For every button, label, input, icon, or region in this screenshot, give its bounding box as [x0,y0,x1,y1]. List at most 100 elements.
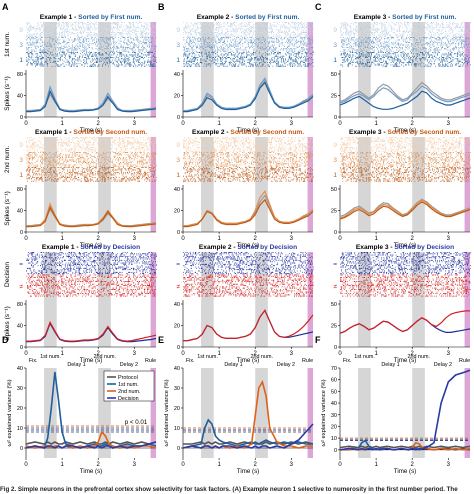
spike [231,33,232,35]
spike [301,40,303,42]
spike [305,37,307,38]
spike [194,57,195,58]
spike [269,32,270,33]
spike [291,62,293,63]
spike [287,33,289,35]
spike [73,65,75,67]
spike [221,25,222,27]
spike [184,48,185,50]
spike [275,48,276,50]
spike [304,32,305,33]
spike [275,65,277,67]
spike [263,44,265,46]
spike [283,55,285,57]
spike [255,24,257,26]
spike [40,58,41,60]
spike [282,27,283,28]
spike [51,47,53,48]
spike [259,37,261,38]
spike [58,44,59,46]
spike [190,45,192,47]
spike [227,54,229,56]
spike [118,63,119,65]
spike [231,23,232,25]
spike [226,60,227,62]
spike [71,52,73,53]
spike [245,38,246,40]
spike [204,53,205,55]
spike [306,33,308,35]
spike [78,29,80,31]
spike [246,23,247,25]
spike [286,38,288,40]
spike [280,58,282,60]
spike [119,33,120,35]
spike [61,24,62,26]
spike [296,54,298,56]
spike [192,37,193,38]
spike [138,42,140,43]
spike [271,38,273,40]
spike [82,47,84,48]
spike [56,27,58,28]
spike [220,39,222,41]
psth-line-2 [182,77,314,113]
spike [26,49,28,51]
spike [60,47,62,48]
spike [113,27,114,28]
spike [107,50,109,52]
spike [292,23,293,25]
spike [189,53,190,55]
spike [278,45,280,47]
spike [100,57,102,58]
spike [241,62,243,63]
spike [229,62,231,63]
spike [283,24,284,26]
spike [263,29,264,31]
spike [275,55,277,57]
spike [37,33,38,35]
spike [189,44,191,46]
spike [26,64,28,66]
spike [193,57,194,58]
spike [89,54,90,56]
spike [211,50,213,52]
spike [244,42,245,43]
spike [246,59,248,61]
spike [56,42,57,43]
spike [36,55,38,57]
spike [308,24,309,26]
spike [240,40,241,42]
spike [123,60,125,62]
spike [249,24,250,26]
spike [209,39,211,41]
spike [308,65,310,67]
spike [259,48,261,50]
spike [147,52,148,53]
spike [305,30,307,32]
spike [30,63,31,65]
spike [112,59,114,61]
spike [64,29,66,31]
spike [68,63,70,65]
spike [302,32,303,33]
spike [205,52,207,53]
spike [355,22,357,23]
spike [191,40,192,42]
spike [27,53,29,55]
spike [196,34,198,36]
spike [199,52,201,53]
spike [50,25,51,27]
spike [235,65,236,67]
spike [143,42,145,43]
spike [246,40,248,42]
spike [62,52,64,53]
spike [266,47,267,48]
spike [59,33,60,35]
spike [183,37,185,38]
spike [43,22,44,23]
spike [265,27,266,28]
spike [219,57,221,58]
spike [53,57,55,58]
spike [222,37,223,38]
